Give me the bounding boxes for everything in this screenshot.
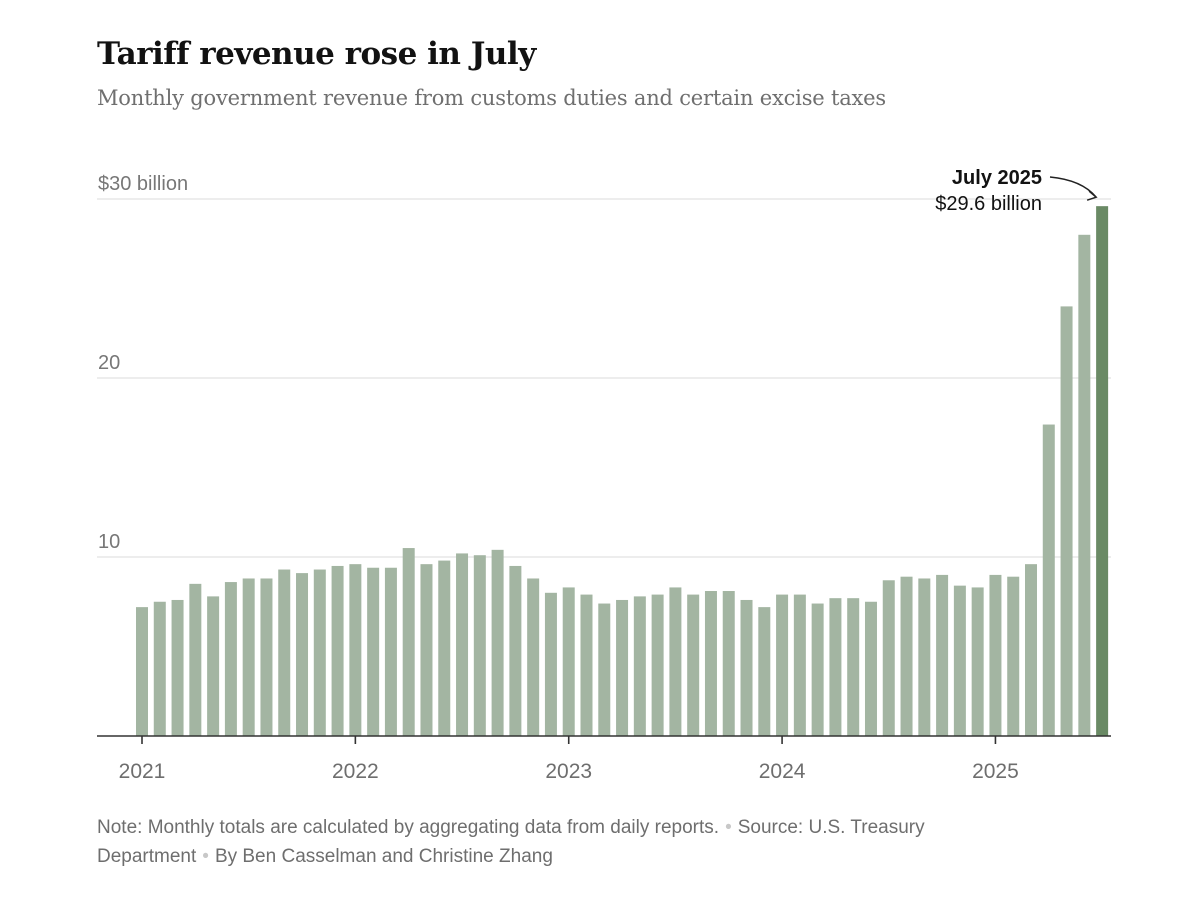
bar: [1025, 564, 1037, 736]
bar: [918, 578, 931, 736]
bar: [722, 591, 735, 736]
bar: [847, 598, 860, 736]
y-tick-label: $30 billion: [98, 173, 188, 195]
x-tick-label: 2021: [119, 760, 166, 783]
bar: [509, 565, 522, 736]
highlighted-bar: [1096, 206, 1109, 736]
bar: [136, 607, 148, 736]
bar: [456, 553, 469, 736]
bar: [776, 594, 789, 736]
bar: [616, 599, 629, 736]
bar-chart: 10 20 $30 billion 2021 2022 2023 2024 2025 Jul…: [97, 167, 1111, 783]
bar: [740, 599, 753, 736]
bars: [136, 206, 1109, 737]
bar: [384, 567, 397, 736]
y-tick-label: 20: [98, 352, 120, 374]
separator-dot: •: [725, 817, 732, 838]
arrowhead-icon: [1086, 190, 1098, 201]
bar: [989, 574, 1002, 736]
annotation-value: $29.6 billion: [935, 193, 1042, 215]
bar: [242, 578, 255, 736]
bar: [349, 564, 362, 736]
bar: [811, 603, 824, 736]
bar: [1060, 306, 1073, 736]
chart-subtitle: Monthly government revenue from customs …: [97, 86, 886, 110]
bar: [669, 587, 682, 736]
bar: [936, 574, 949, 736]
bar: [527, 578, 540, 736]
x-tick-label: 2022: [332, 760, 379, 783]
bar: [704, 591, 717, 736]
bar: [420, 564, 433, 736]
bar: [313, 569, 326, 736]
bar: [900, 576, 913, 736]
footnote: Note: Monthly totals are calculated by a…: [97, 813, 1037, 871]
bar: [367, 567, 380, 736]
byline-text: By Ben Casselman and Christine Zhang: [214, 846, 553, 867]
x-tick-label: 2025: [972, 760, 1019, 783]
y-tick-label: 10: [98, 531, 120, 553]
bar: [171, 599, 184, 736]
annotation-arrow-icon: [1049, 176, 1097, 198]
bar: [882, 580, 895, 736]
annotation: July 2025 $29.6 billion: [935, 167, 1098, 215]
bar: [1042, 424, 1055, 736]
bar: [651, 594, 664, 736]
bar: [189, 583, 202, 736]
bar: [971, 587, 984, 736]
y-axis-labels: 10 20 $30 billion: [98, 173, 188, 553]
gridlines: [97, 198, 1111, 558]
source-text: Source: U.S. Treasury Department: [97, 817, 925, 867]
bar: [864, 601, 877, 736]
bar: [473, 555, 486, 736]
bar: [402, 548, 415, 736]
bar: [1078, 234, 1091, 737]
bar: [296, 573, 309, 736]
bar: [544, 592, 557, 736]
bar: [598, 603, 611, 736]
bar: [633, 596, 646, 736]
bar: [438, 560, 451, 736]
bar: [829, 598, 842, 736]
x-tick-label: 2023: [545, 760, 592, 783]
bar: [953, 585, 966, 736]
bar: [153, 601, 166, 736]
bar: [224, 582, 237, 736]
separator-dot: •: [202, 846, 209, 867]
x-axis-ticks: 2021 2022 2023 2024 2025: [119, 736, 1019, 783]
bar: [1007, 576, 1020, 736]
bar: [207, 596, 220, 736]
bar: [793, 594, 806, 736]
bar: [491, 549, 504, 736]
bar: [758, 607, 771, 736]
bar: [331, 565, 344, 736]
bar: [687, 594, 700, 736]
bar: [278, 569, 291, 736]
bar: [260, 578, 273, 736]
x-tick-label: 2024: [759, 760, 806, 783]
chart-title: Tariff revenue rose in July: [97, 36, 536, 72]
bar: [580, 594, 593, 736]
bar: [562, 587, 575, 736]
annotation-label: July 2025: [952, 167, 1042, 189]
note-text: Note: Monthly totals are calculated by a…: [97, 817, 720, 838]
